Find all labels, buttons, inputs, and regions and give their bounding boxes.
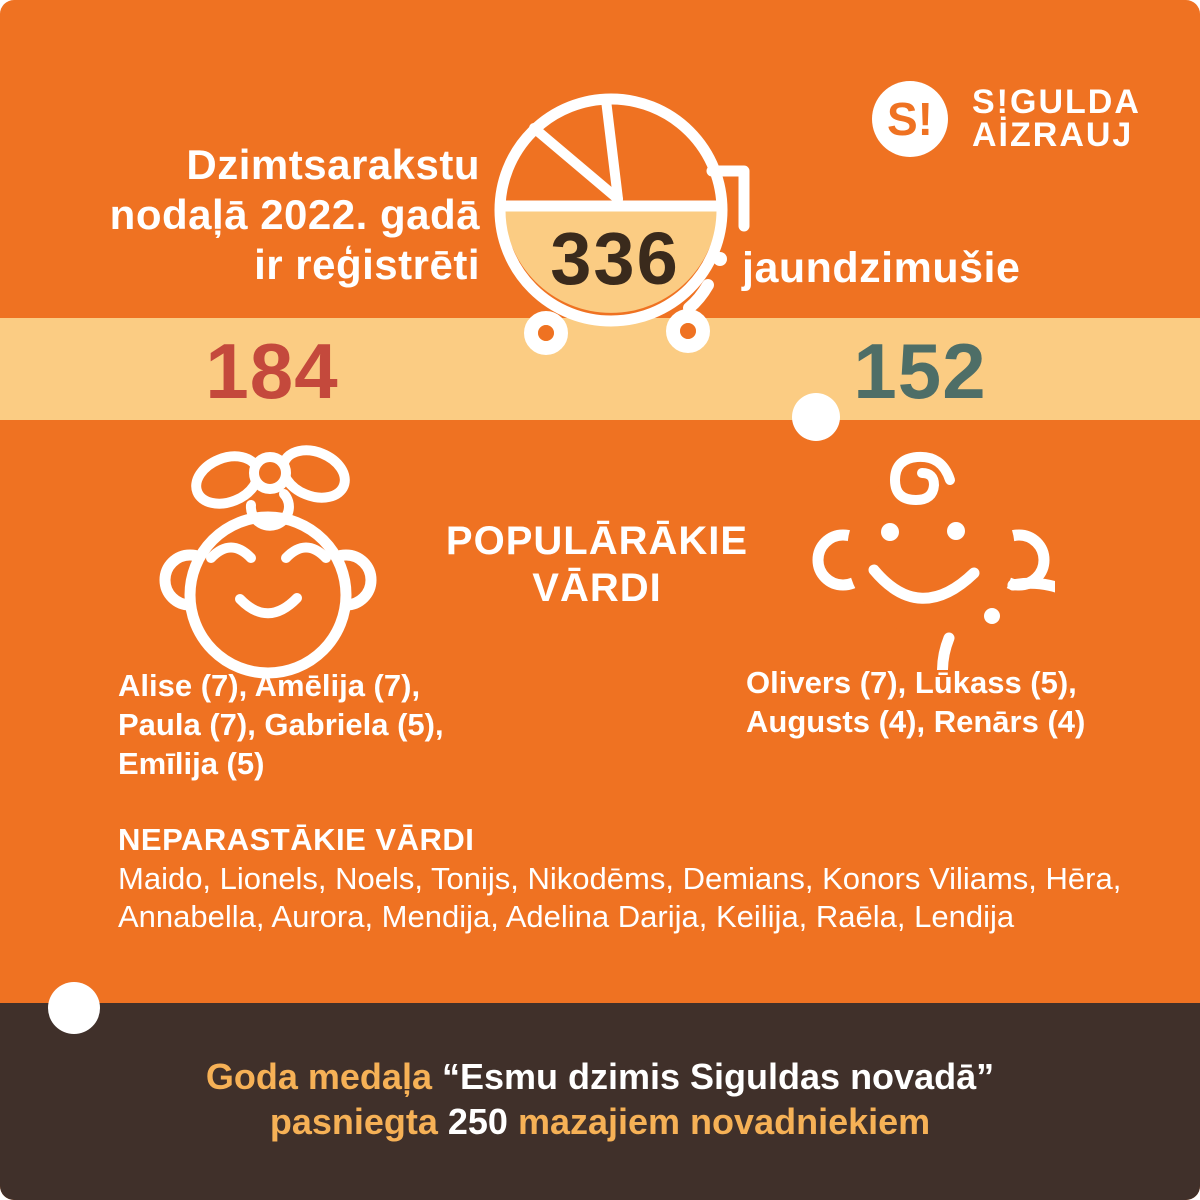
medal-quote: “Esmu dzimis Siguldas novadā” xyxy=(441,1056,995,1097)
decorative-dot xyxy=(792,393,840,441)
counts-band xyxy=(0,318,1200,420)
unusual-names-list: Maido, Lionels, Noels, Tonijs, Nikodēms,… xyxy=(118,861,1122,934)
medal-line2-suffix: mazajiem novadniekiem xyxy=(507,1101,931,1142)
footer-section xyxy=(0,1003,1200,1200)
baby-girl-icon xyxy=(159,445,377,679)
total-newborns-count: 336 xyxy=(550,217,680,300)
medal-note-line1: Goda medaļa “Esmu dzimis Siguldas novadā… xyxy=(0,1054,1200,1099)
girls-count: 184 xyxy=(205,327,339,415)
medal-note-line2: pasniegta 250 mazajiem novadniekiem xyxy=(0,1099,1200,1144)
unusual-names-heading: NEPARASTĀKIE VĀRDI xyxy=(118,822,475,857)
stroller-icon xyxy=(494,93,750,355)
girls-popular-names: Alise (7), Amēlija (7), Paula (7), Gabri… xyxy=(118,668,444,781)
sigulda-logo-wordmark: S!GULDA AİZRAUJ xyxy=(972,83,1141,154)
page-title: Dzimtsarakstu nodaļā 2022. gadā ir reģis… xyxy=(109,141,480,288)
decorative-dot xyxy=(48,982,100,1034)
medal-note: Goda medaļa “Esmu dzimis Siguldas novadā… xyxy=(0,1054,1200,1144)
boys-count: 152 xyxy=(853,327,987,415)
logo-wordmark-line1: S!GULDA xyxy=(972,83,1141,121)
total-newborns-label: jaundzimušie xyxy=(742,244,1021,292)
medal-line2-prefix: pasniegta xyxy=(269,1101,448,1142)
popular-names-heading: POPULĀRĀKIE VĀRDI xyxy=(445,519,749,610)
boys-popular-names: Olivers (7), Lūkass (5), Augusts (4), Re… xyxy=(746,665,1086,739)
sigulda-logo-mark: S! xyxy=(872,81,948,157)
medal-line1-prefix: Goda medaļa xyxy=(205,1056,442,1097)
logo-mark-text: S! xyxy=(887,93,933,145)
baby-boy-icon xyxy=(812,451,1055,670)
logo-wordmark-line2: AİZRAUJ xyxy=(972,116,1134,154)
medal-count: 250 xyxy=(447,1101,508,1142)
